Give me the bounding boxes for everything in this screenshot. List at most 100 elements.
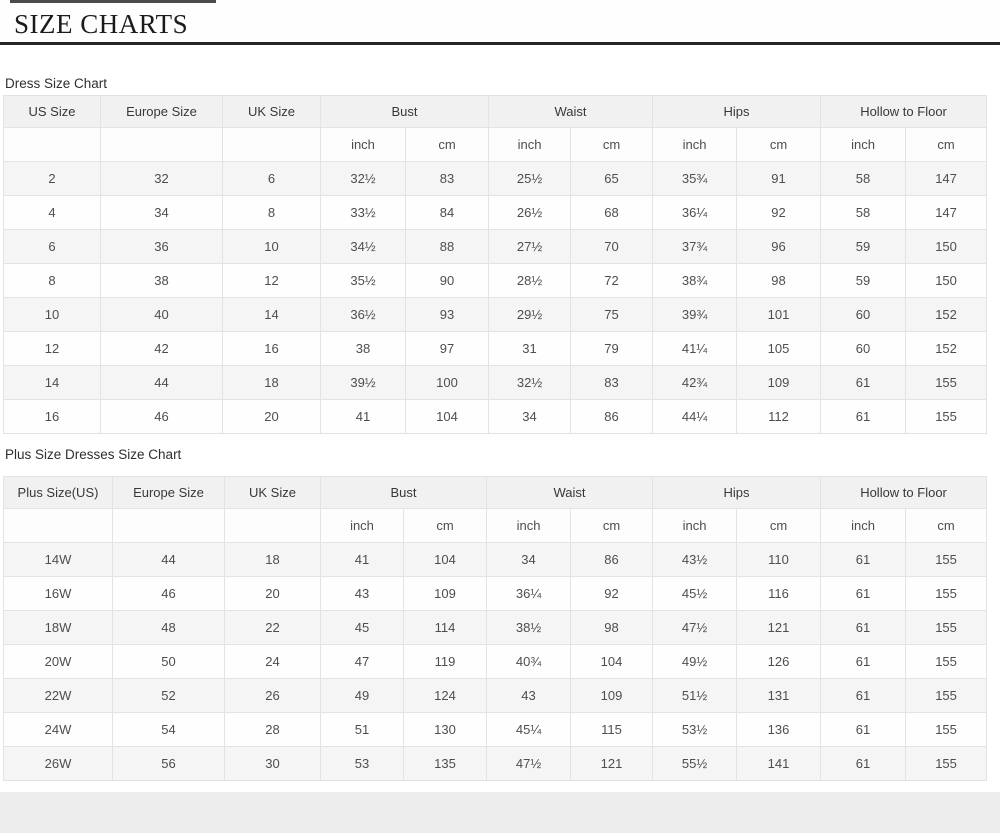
cell: 114 [402, 610, 488, 645]
cell: 36 [100, 229, 223, 264]
cell: 46 [100, 399, 223, 434]
cell: 126 [736, 644, 822, 679]
cell: 18W [3, 610, 113, 645]
cell: 34 [100, 195, 223, 230]
cell: 124 [402, 678, 488, 713]
cell: 38¾ [652, 263, 738, 298]
cell: 155 [905, 576, 988, 611]
cell: 155 [905, 678, 988, 713]
cell: 54 [112, 712, 225, 747]
cell: 38 [100, 263, 223, 298]
cell: 34 [488, 399, 572, 434]
cell: 44¼ [652, 399, 738, 434]
cell: 52 [112, 678, 225, 713]
unit-header-row: inch cm inch cm inch cm inch cm [3, 127, 988, 162]
cell: 8 [3, 263, 101, 298]
cell: 104 [570, 644, 654, 679]
cell: 26½ [488, 195, 572, 230]
table-row: 16W 46 20 43 109 36¼ 92 45½ 116 61 155 [3, 576, 988, 611]
cell: 45½ [652, 576, 738, 611]
cell: 46 [112, 576, 225, 611]
cell: 84 [404, 195, 490, 230]
dress-size-table: US Size Europe Size UK Size Bust Waist Hips Ho… [3, 95, 988, 434]
table-row: 24W 54 28 51 130 45¼ 115 53½ 136 61 155 [3, 712, 988, 747]
cell: 14 [3, 365, 101, 400]
cell: 49½ [652, 644, 738, 679]
cell: 28½ [488, 263, 572, 298]
cell: 36¼ [486, 576, 572, 611]
cell: 61 [820, 712, 907, 747]
cell: 147 [905, 195, 988, 230]
unit-header: inch [820, 508, 907, 543]
cell: 20W [3, 644, 113, 679]
cell: 32 [100, 161, 223, 196]
column-header-row: US Size Europe Size UK Size Bust Waist Hips Ho… [3, 95, 988, 128]
cell: 72 [570, 263, 654, 298]
page-title: SIZE CHARTS [14, 9, 189, 39]
cell: 41¼ [652, 331, 738, 366]
unit-header: cm [402, 508, 488, 543]
cell: 35½ [320, 263, 406, 298]
cell: 104 [402, 542, 488, 577]
cell: 119 [402, 644, 488, 679]
table-row: 26W 56 30 53 135 47½ 121 55½ 141 61 155 [3, 746, 988, 781]
cell: 155 [905, 365, 988, 400]
cell: 6 [3, 229, 101, 264]
table-row: 12 42 16 38 97 31 79 41¼ 105 60 152 [3, 331, 988, 366]
cell: 86 [570, 542, 654, 577]
cell: 27½ [488, 229, 572, 264]
cell: 91 [736, 161, 822, 196]
column-header: UK Size [224, 476, 321, 509]
cell: 105 [736, 331, 822, 366]
cell: 12 [222, 263, 321, 298]
cell: 58 [820, 195, 907, 230]
cell: 83 [570, 365, 654, 400]
cell: 39½ [320, 365, 406, 400]
cell: 152 [905, 331, 988, 366]
plus-table-body: 14W 44 18 41 104 34 86 43½ 110 61 155 16W 46 20 43 109 3… [3, 542, 988, 781]
column-header: Plus Size(US) [3, 476, 113, 509]
cell: 53 [320, 746, 404, 781]
cell: 59 [820, 263, 907, 298]
cell: 70 [570, 229, 654, 264]
cell: 51 [320, 712, 404, 747]
cell: 59 [820, 229, 907, 264]
cell: 42¾ [652, 365, 738, 400]
cell: 150 [905, 263, 988, 298]
unit-header: cm [905, 127, 988, 162]
cell: 136 [736, 712, 822, 747]
cell: 115 [570, 712, 654, 747]
cell: 31 [488, 331, 572, 366]
column-header: Hollow to Floor [820, 476, 988, 509]
table-row: 14W 44 18 41 104 34 86 43½ 110 61 155 [3, 542, 988, 577]
column-header-row: Plus Size(US) Europe Size UK Size Bust Waist… [3, 476, 988, 509]
empty-header-cell [224, 508, 321, 543]
cell: 16 [3, 399, 101, 434]
footer-background-band [0, 792, 1000, 833]
cell: 10 [222, 229, 321, 264]
cell: 155 [905, 610, 988, 645]
cell: 40 [100, 297, 223, 332]
cell: 155 [905, 542, 988, 577]
cell: 130 [402, 712, 488, 747]
cell: 65 [570, 161, 654, 196]
cell: 8 [222, 195, 321, 230]
cell: 155 [905, 399, 988, 434]
unit-header: cm [736, 508, 822, 543]
cell: 41 [320, 542, 404, 577]
cell: 43 [320, 576, 404, 611]
dress-table-body: 2 32 6 32½ 83 25½ 65 35¾ 91 58 147 4 34 8 33½ 84 26½ 68 36… [3, 161, 988, 434]
unit-header: cm [570, 508, 654, 543]
table-row: 22W 52 26 49 124 43 109 51½ 131 61 155 [3, 678, 988, 713]
unit-header: inch [320, 508, 404, 543]
cell: 29½ [488, 297, 572, 332]
cell: 121 [570, 746, 654, 781]
top-edge-line [10, 0, 216, 3]
cell: 12 [3, 331, 101, 366]
cell: 32½ [488, 365, 572, 400]
cell: 152 [905, 297, 988, 332]
column-header: Hips [652, 95, 822, 128]
cell: 104 [404, 399, 490, 434]
unit-header: cm [905, 508, 988, 543]
cell: 92 [736, 195, 822, 230]
